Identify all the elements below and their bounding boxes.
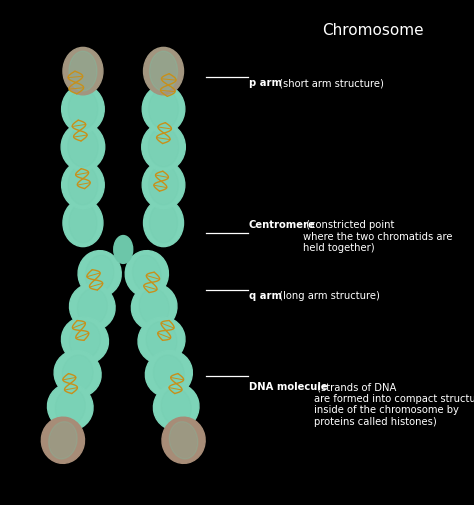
Ellipse shape [54,351,101,397]
Ellipse shape [68,128,98,168]
Ellipse shape [149,52,178,92]
Ellipse shape [144,200,183,247]
Ellipse shape [62,86,104,133]
Ellipse shape [70,284,115,331]
Ellipse shape [133,256,161,293]
Ellipse shape [142,162,185,209]
Ellipse shape [146,322,177,360]
Ellipse shape [142,124,185,171]
Ellipse shape [68,90,98,130]
Ellipse shape [114,236,133,264]
Ellipse shape [161,388,191,426]
Ellipse shape [146,351,192,397]
Ellipse shape [63,200,103,247]
Ellipse shape [61,124,105,171]
Text: (short arm structure): (short arm structure) [276,78,384,88]
Ellipse shape [149,166,178,206]
Ellipse shape [41,417,84,464]
Ellipse shape [154,355,184,392]
Ellipse shape [144,48,183,95]
Ellipse shape [125,251,168,297]
Ellipse shape [131,284,177,331]
Ellipse shape [139,289,169,326]
Text: q arm: q arm [249,290,282,300]
Text: Centromere: Centromere [249,220,316,230]
Ellipse shape [154,384,199,430]
Text: DNA molecule: DNA molecule [249,381,328,391]
Ellipse shape [78,251,121,297]
Ellipse shape [69,52,97,92]
Text: (long arm structure): (long arm structure) [276,290,380,300]
Ellipse shape [142,86,185,133]
Ellipse shape [149,204,178,243]
Ellipse shape [77,289,107,326]
Text: (constricted point
where the two chromatids are
held together): (constricted point where the two chromat… [303,220,453,253]
Ellipse shape [85,256,114,293]
Ellipse shape [69,204,97,243]
Ellipse shape [169,422,198,459]
Ellipse shape [70,322,100,360]
Ellipse shape [149,90,178,130]
Text: p arm: p arm [249,78,282,88]
Ellipse shape [47,384,93,430]
Ellipse shape [148,128,179,168]
Text: (strands of DNA
are formed into compact structures
inside of the chromosome by
p: (strands of DNA are formed into compact … [314,381,474,426]
Ellipse shape [62,318,109,364]
Ellipse shape [49,422,77,459]
Ellipse shape [68,166,98,206]
Ellipse shape [63,48,103,95]
Ellipse shape [62,162,104,209]
Ellipse shape [62,355,93,392]
Ellipse shape [55,388,85,426]
Text: Chromosome: Chromosome [322,23,424,38]
Ellipse shape [162,417,205,464]
Ellipse shape [138,318,185,364]
